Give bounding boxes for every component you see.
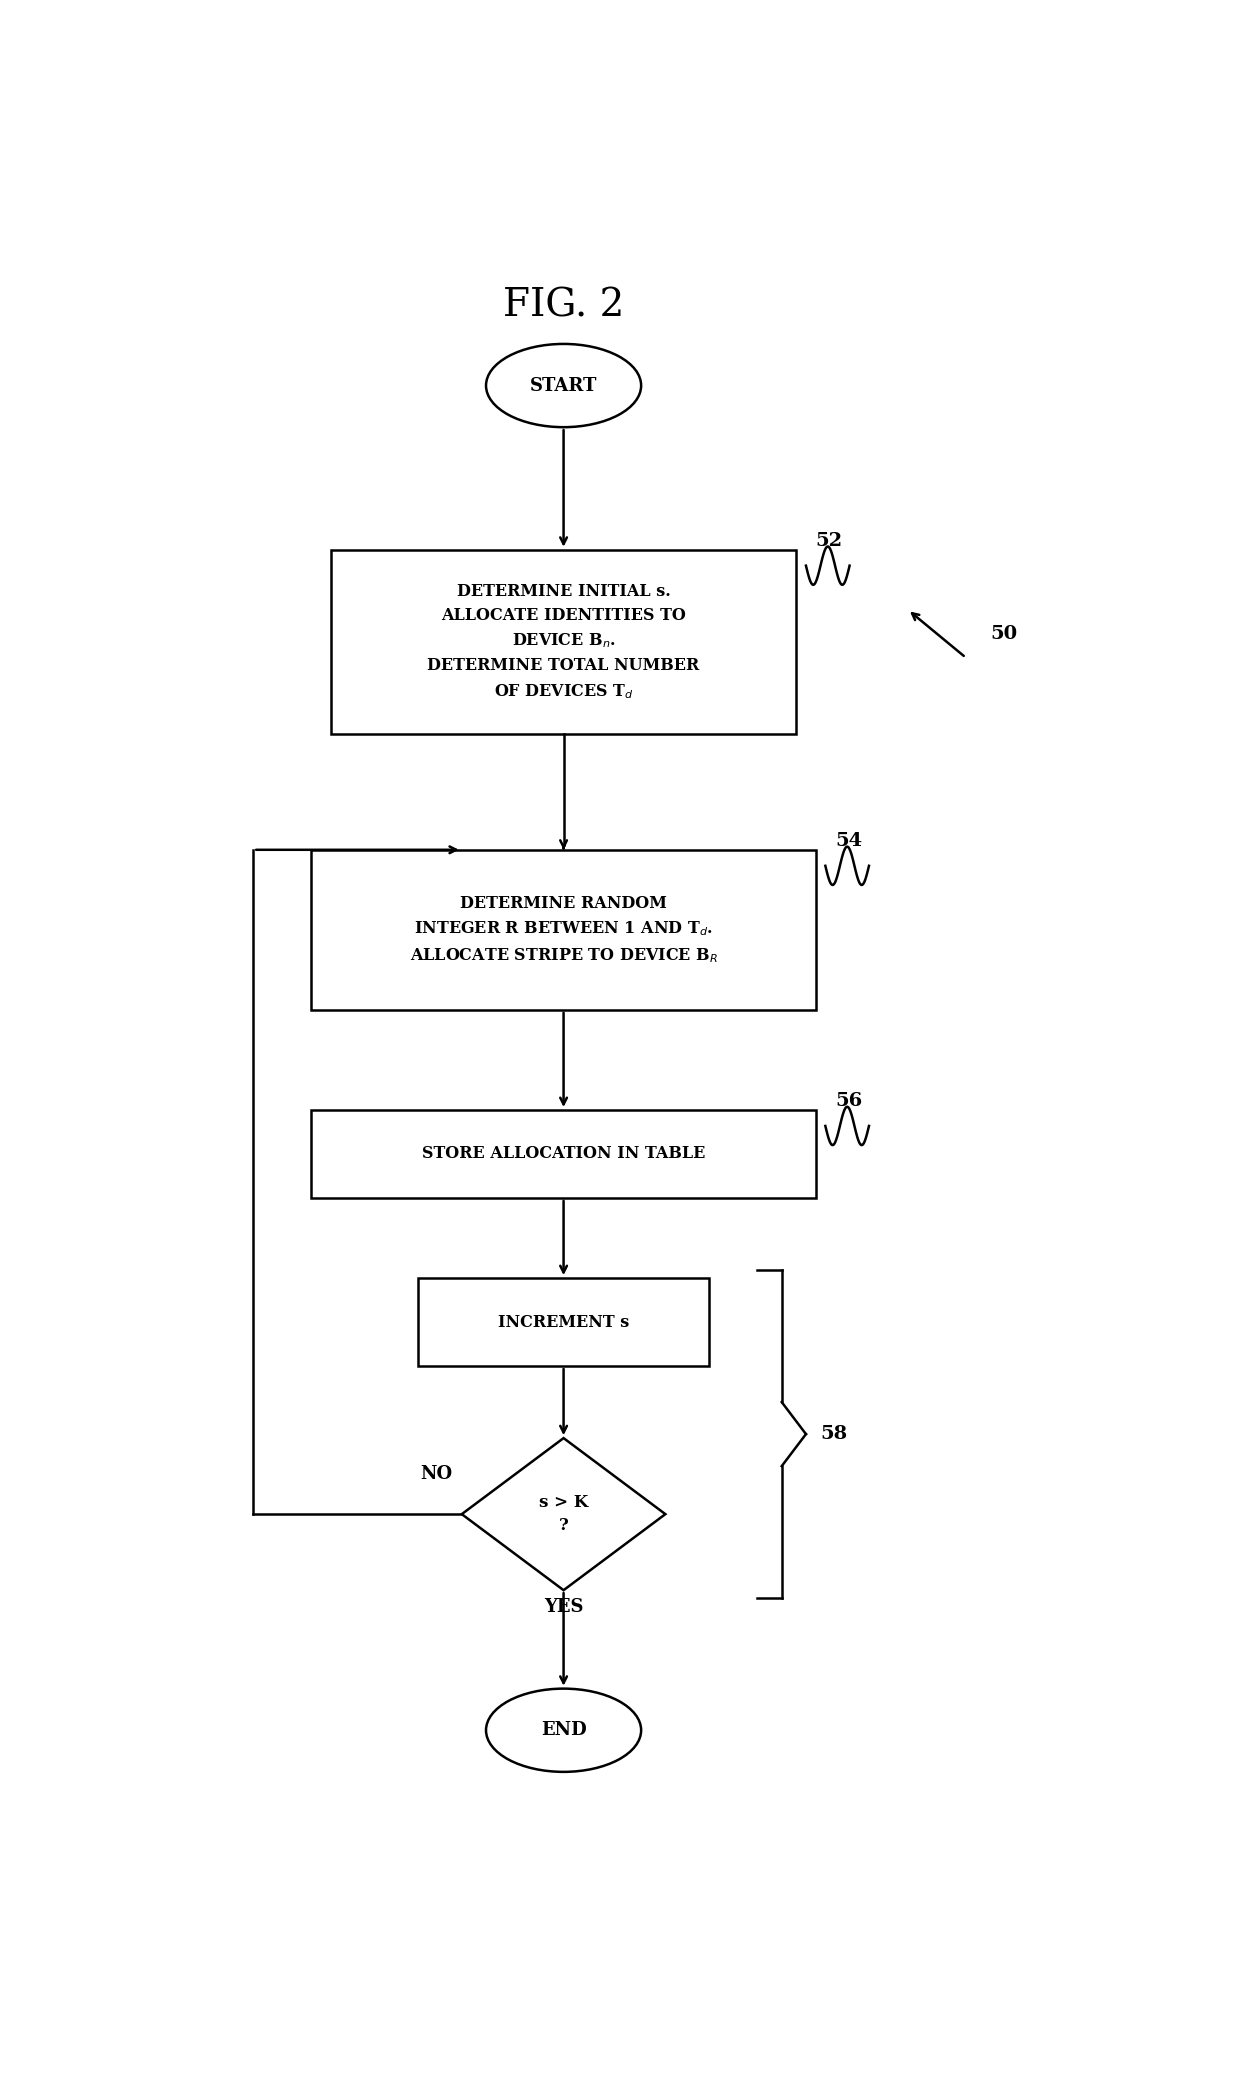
Bar (311, 850, 816, 1010)
Bar (330, 549, 796, 734)
Text: DETERMINE RANDOM
INTEGER R BETWEEN 1 AND T$_d$.
ALLOCATE STRIPE TO DEVICE B$_R$: DETERMINE RANDOM INTEGER R BETWEEN 1 AND… (409, 894, 718, 965)
Text: 56: 56 (836, 1091, 862, 1110)
Text: 52: 52 (816, 532, 843, 549)
Text: 50: 50 (991, 624, 1017, 642)
Text: END: END (540, 1721, 587, 1740)
Text: START: START (530, 376, 597, 395)
Text: STORE ALLOCATION IN TABLE: STORE ALLOCATION IN TABLE (422, 1146, 706, 1162)
Text: YES: YES (544, 1599, 583, 1615)
Polygon shape (462, 1439, 666, 1590)
Ellipse shape (485, 1688, 642, 1771)
Text: 58: 58 (821, 1424, 848, 1443)
Text: 54: 54 (836, 832, 862, 850)
Text: NO: NO (420, 1466, 452, 1482)
Ellipse shape (485, 343, 642, 426)
Text: s > K
?: s > K ? (539, 1495, 588, 1534)
Text: FIG. 2: FIG. 2 (503, 287, 624, 324)
Text: DETERMINE INITIAL s.
ALLOCATE IDENTITIES TO
DEVICE B$_n$.
DETERMINE TOTAL NUMBER: DETERMINE INITIAL s. ALLOCATE IDENTITIES… (428, 582, 699, 701)
Bar (311, 1110, 816, 1198)
Text: INCREMENT s: INCREMENT s (498, 1314, 629, 1331)
Bar (418, 1279, 709, 1366)
